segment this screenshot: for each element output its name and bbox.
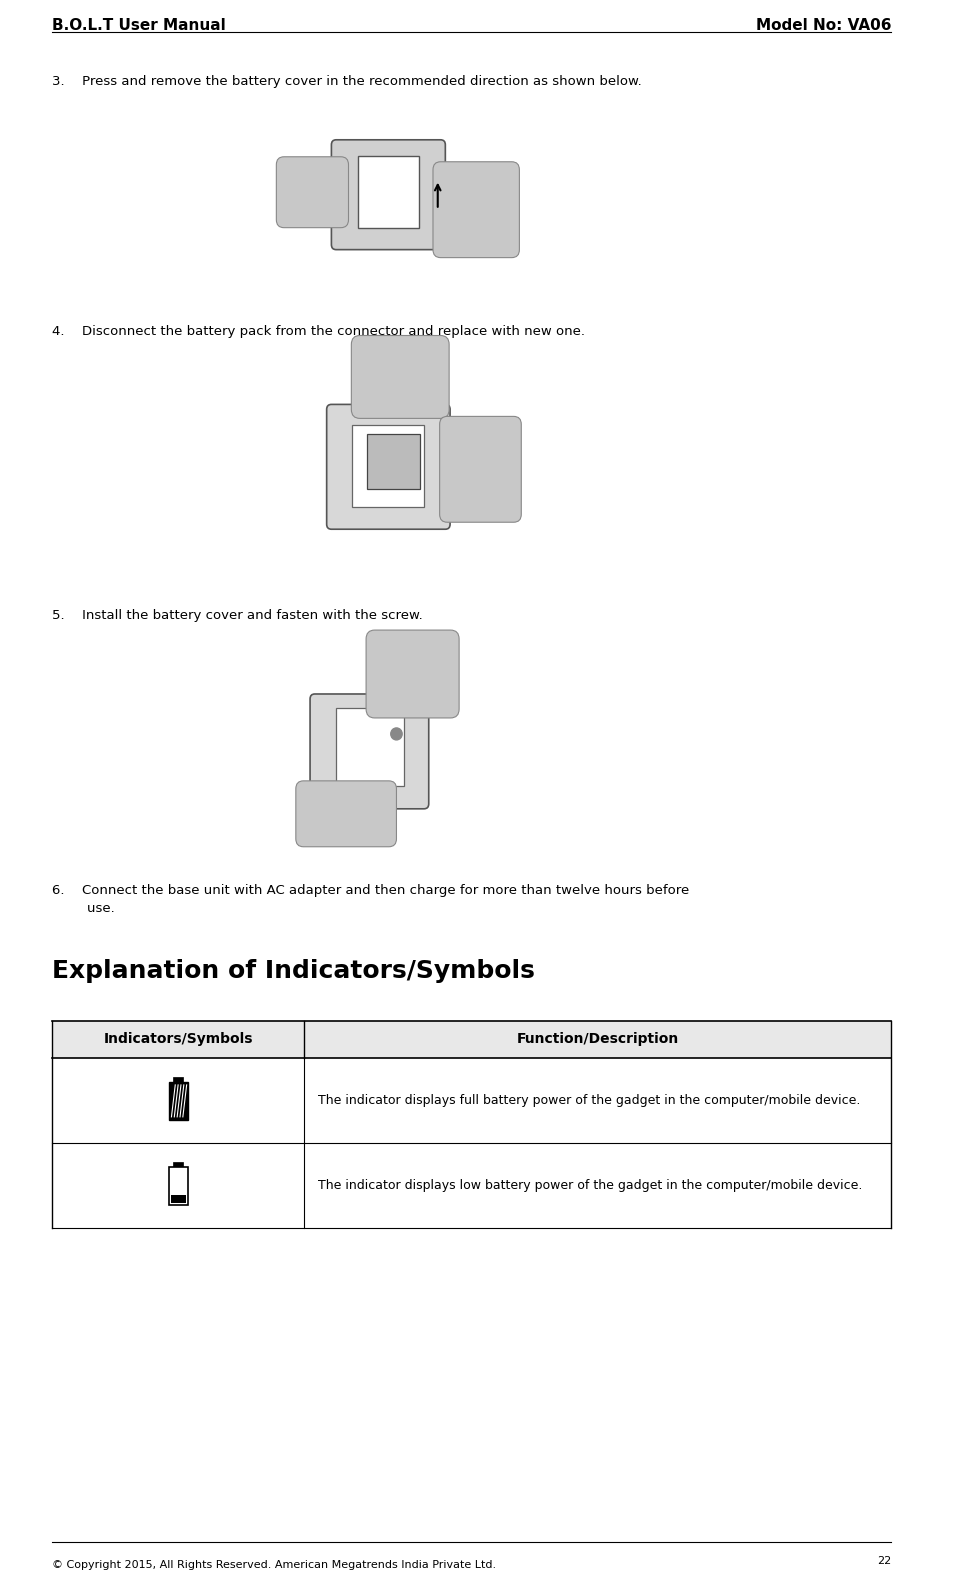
Text: Function/Description: Function/Description xyxy=(516,1033,679,1047)
FancyBboxPatch shape xyxy=(366,630,459,718)
Text: 4.  Disconnect the battery pack from the connector and replace with new one.: 4. Disconnect the battery pack from the … xyxy=(53,324,585,338)
Bar xyxy=(171,1085,185,1118)
Text: 22: 22 xyxy=(878,1556,891,1566)
Bar xyxy=(172,1162,183,1166)
Bar xyxy=(169,1166,188,1204)
Text: B.O.L.T User Manual: B.O.L.T User Manual xyxy=(53,17,226,33)
Text: © Copyright 2015, All Rights Reserved. American Megatrends India Private Ltd.: © Copyright 2015, All Rights Reserved. A… xyxy=(53,1559,497,1570)
FancyBboxPatch shape xyxy=(296,781,396,847)
Bar xyxy=(169,1082,188,1119)
Text: Model No: VA06: Model No: VA06 xyxy=(756,17,891,33)
FancyBboxPatch shape xyxy=(352,335,449,418)
FancyBboxPatch shape xyxy=(326,404,450,530)
Text: The indicator displays low battery power of the gadget in the computer/mobile de: The indicator displays low battery power… xyxy=(318,1179,863,1192)
Text: 6.  Connect the base unit with AC adapter and then charge for more than twelve h: 6. Connect the base unit with AC adapter… xyxy=(53,883,690,915)
Text: The indicator displays full battery power of the gadget in the computer/mobile d: The indicator displays full battery powe… xyxy=(318,1094,861,1107)
Bar xyxy=(172,1077,183,1082)
Bar xyxy=(336,707,404,786)
FancyBboxPatch shape xyxy=(439,417,521,522)
Text: Indicators/Symbols: Indicators/Symbols xyxy=(103,1033,253,1047)
Bar xyxy=(353,426,425,508)
FancyBboxPatch shape xyxy=(331,140,445,250)
Bar xyxy=(367,434,420,489)
Text: 3.  Press and remove the battery cover in the recommended direction as shown bel: 3. Press and remove the battery cover in… xyxy=(53,75,642,88)
Circle shape xyxy=(391,728,402,740)
FancyBboxPatch shape xyxy=(277,157,349,228)
Bar xyxy=(53,1020,891,1058)
FancyBboxPatch shape xyxy=(433,162,519,258)
Text: Explanation of Indicators/Symbols: Explanation of Indicators/Symbols xyxy=(53,959,535,982)
Text: 5.  Install the battery cover and fasten with the screw.: 5. Install the battery cover and fasten … xyxy=(53,608,423,623)
FancyBboxPatch shape xyxy=(310,693,429,810)
Bar xyxy=(358,156,419,228)
Bar xyxy=(170,1195,186,1203)
